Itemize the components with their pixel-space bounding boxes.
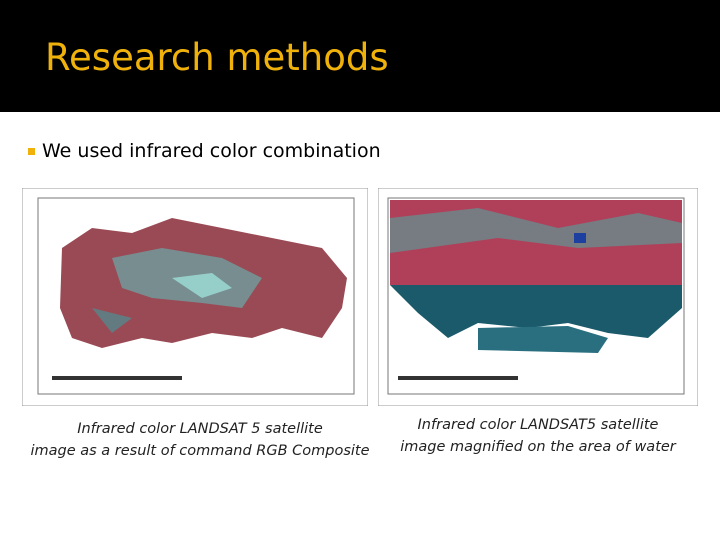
map-image-right [378,188,698,406]
figure-caption: Infrared color LANDSAT 5 satellite image… [22,418,378,462]
caption-line: image magnified on the area of water [400,439,676,455]
caption-line: Infrared color LANDSAT 5 satellite [77,421,323,437]
caption-line: image as a result of command RGB Composi… [30,443,370,459]
figure-caption: Infrared color LANDSAT5 satellite image … [378,414,698,458]
bullet-text: We used infrared color combination [28,140,381,162]
caption-line: Infrared color LANDSAT5 satellite [417,417,659,433]
slide-title: Research methods [45,36,389,79]
map-image-left [22,188,368,406]
header-bar: Research methods [0,0,720,112]
